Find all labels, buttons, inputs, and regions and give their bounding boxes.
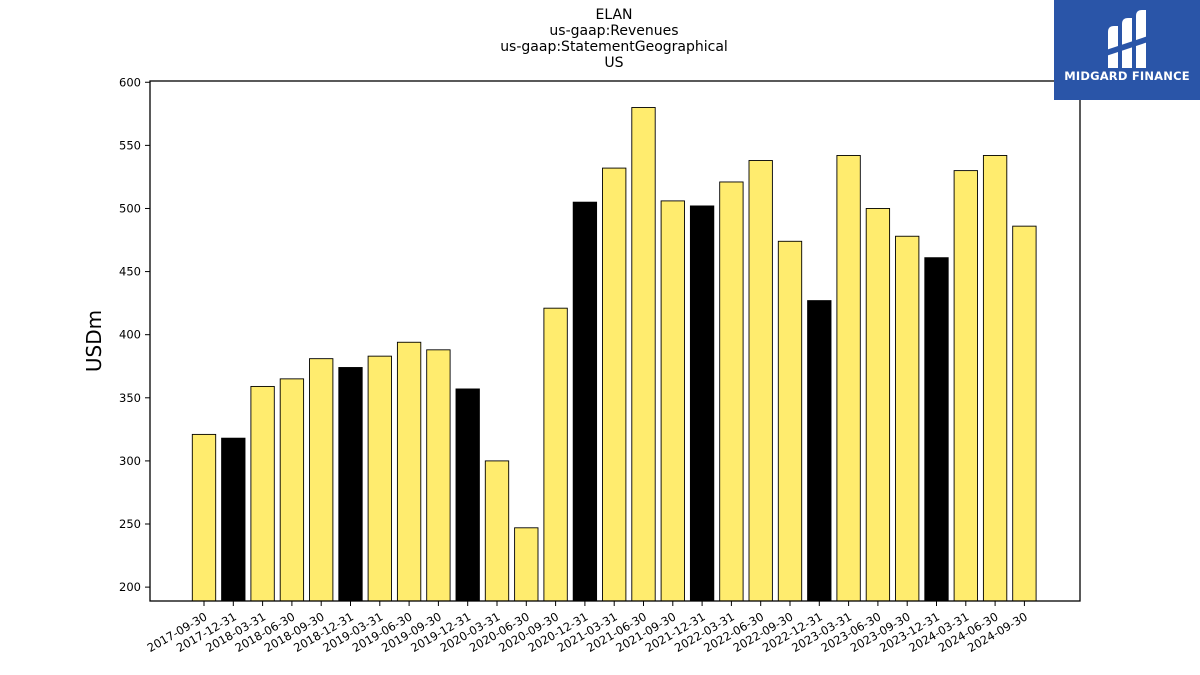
bar-2018-12-31 [338,367,363,602]
y-tick-label-250: 250 [119,517,141,531]
bar-2019-06-30 [396,341,422,602]
chart-title: ELAN us-gaap:Revenues us-gaap:StatementG… [414,7,814,71]
bar-2017-09-30 [191,433,217,602]
bar-2022-03-31 [719,181,744,602]
y-tick-label-450: 450 [119,265,141,279]
y-tick-label-200: 200 [119,580,141,594]
bar-2022-12-31 [807,300,832,602]
plot-frame [149,80,1081,602]
y-tick-label-550: 550 [119,138,141,152]
bar-2020-03-31 [484,460,510,602]
bar-2021-09-30 [660,200,685,602]
bar-2018-03-31 [250,385,275,602]
bar-2020-09-30 [543,307,568,602]
bar-2021-06-30 [631,107,656,602]
bar-2023-09-30 [895,235,920,602]
chart-title-line-4: US [604,55,624,71]
logo-text: MIDGARD FINANCE [1064,69,1190,83]
y-tick-label-600: 600 [119,75,141,89]
bar-2021-03-31 [602,167,627,602]
y-axis: 200 250 300 350 400 450 500 550 600 [119,75,150,594]
bar-2018-06-30 [279,378,305,602]
bars-group [191,107,1037,602]
x-axis: 2017-09-302017-12-312018-03-312018-06-30… [145,601,1030,655]
bar-2023-03-31 [836,155,861,602]
bar-2022-06-30 [748,160,773,602]
bar-2023-12-31 [924,257,949,602]
chart-title-line-3: us-gaap:StatementGeographical [500,39,728,55]
bar-2023-06-30 [865,208,891,602]
bar-2020-12-31 [572,201,598,602]
chart-title-line-1: ELAN [595,7,633,23]
y-tick-label-400: 400 [119,328,141,342]
y-axis-label: USDm [82,310,106,372]
bar-2024-03-31 [953,170,978,602]
bar-2020-06-30 [514,527,539,602]
y-tick-label-350: 350 [119,391,141,405]
bar-2021-12-31 [689,205,715,602]
bar-2017-12-31 [221,437,246,602]
bar-2024-09-30 [1012,225,1037,602]
bar-2019-09-30 [426,349,451,602]
bar-2019-12-31 [455,388,480,602]
bar-2018-09-30 [309,358,334,602]
y-tick-label-300: 300 [119,454,141,468]
bar-2019-03-31 [367,355,392,602]
midgard-logo-mark-icon [1106,10,1148,68]
bar-2022-09-30 [777,240,803,602]
chart-title-line-2: us-gaap:Revenues [549,23,679,39]
bar-2024-06-30 [982,155,1008,602]
midgard-finance-logo: MIDGARD FINANCE [1054,0,1200,100]
y-tick-label-500: 500 [119,201,141,215]
